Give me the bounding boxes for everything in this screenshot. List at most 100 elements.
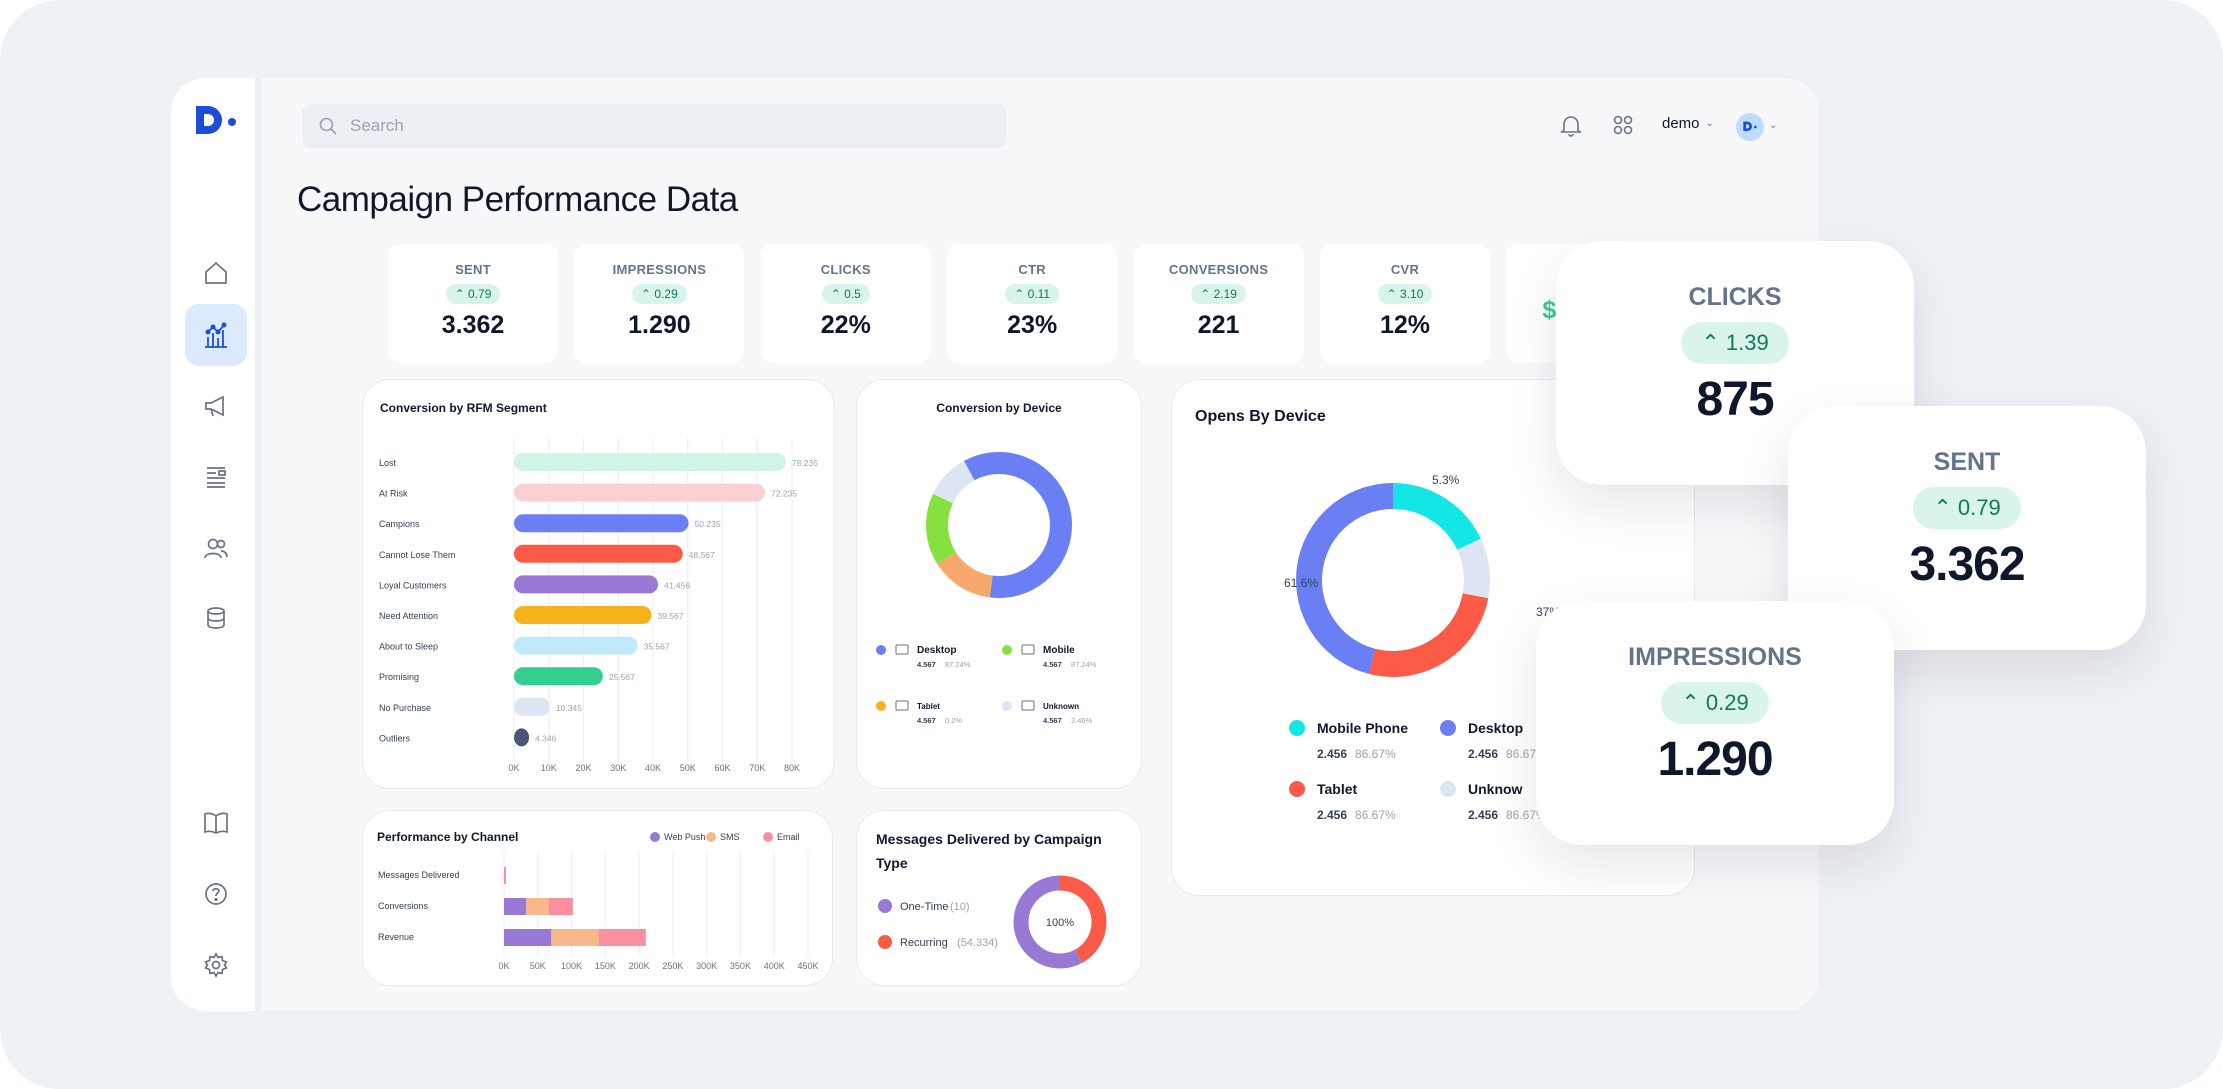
nav-reports[interactable] xyxy=(185,446,247,508)
kpi-change-value: 0.5 xyxy=(844,287,861,301)
kpi-change-badge: ⌃ 0.11 xyxy=(1005,284,1060,304)
search-icon xyxy=(319,117,337,135)
avatar[interactable] xyxy=(1736,113,1764,141)
rfm-row-label: Cannot Lose Them xyxy=(379,550,455,560)
legend-dot xyxy=(1289,720,1305,736)
legend-dot xyxy=(1002,701,1012,711)
rfm-x-tick: 30K xyxy=(610,763,626,773)
channel-bar-segment xyxy=(504,898,527,915)
campaign-type-donut: 100% One-Time (10) Recurring (54.334) xyxy=(878,875,1107,969)
legend-pct: 86.67% xyxy=(1355,747,1396,761)
legend-name: Tablet xyxy=(917,702,940,711)
rfm-bar-value: 48.567 xyxy=(689,550,715,560)
kpi-change-value: 0.29 xyxy=(654,287,678,301)
nav-database[interactable] xyxy=(185,587,247,649)
rfm-bar-value: 10.345 xyxy=(556,703,582,713)
users-icon xyxy=(204,538,228,559)
device-conversion-donut: Desktop 4.567 87.24% Mobile 4.567 87.24% Table… xyxy=(876,452,1097,725)
kpi-value: 1.290 xyxy=(628,311,691,339)
arrow-up-icon: ⌃ xyxy=(1386,287,1401,301)
home-icon xyxy=(205,261,227,284)
channel-stacked-bar-chart: Web Push SMS Email 0K 50K 100K 150K 200K 250K 300… xyxy=(378,832,819,971)
kpi-change-value: 0.79 xyxy=(468,287,492,301)
rfm-bar-value: 50.235 xyxy=(695,519,721,529)
legend-dot xyxy=(1289,781,1305,797)
nav-settings[interactable] xyxy=(185,934,247,996)
float-impressions-change: ⌃ 0.29 xyxy=(1661,682,1769,724)
opens-slice xyxy=(1296,483,1490,677)
database-icon xyxy=(207,607,225,629)
rfm-bar-value: 78.235 xyxy=(792,458,818,468)
legend-dot xyxy=(876,645,886,655)
rfm-bar xyxy=(514,728,530,747)
channel-bar-segment xyxy=(551,929,599,946)
campaign-type-center-label: 100% xyxy=(1046,917,1074,929)
rfm-x-tick: 50K xyxy=(680,763,696,773)
kpi-card: CTR ⌃ 0.11 23% xyxy=(947,244,1118,363)
kpi-label: SENT xyxy=(455,262,491,277)
arrow-up-icon: ⌃ xyxy=(1014,287,1028,301)
channel-row-label: Conversions xyxy=(378,901,429,911)
nav-analytics[interactable] xyxy=(185,304,247,366)
rfm-bar xyxy=(514,544,683,563)
kpi-change-value: 2.19 xyxy=(1213,287,1237,301)
analytics-chart-icon xyxy=(205,322,227,348)
arrow-up-icon: ⌃ xyxy=(830,287,845,301)
legend-label: Web Push xyxy=(664,832,705,842)
kpi-value: 12% xyxy=(1379,311,1431,339)
kpi-label: CONVERSIONS xyxy=(1168,262,1269,277)
legend-count: 4.567 xyxy=(1043,660,1062,669)
channel-bar-segment xyxy=(504,929,552,946)
rfm-bar xyxy=(514,606,652,624)
device-icon xyxy=(895,700,909,711)
legend-name: Tablet xyxy=(1317,781,1358,797)
nav-campaigns[interactable] xyxy=(185,375,247,437)
rfm-bar-value: 4.346 xyxy=(535,733,557,743)
legend-count: 2.456 xyxy=(1317,747,1347,761)
rfm-bar-value: 35.567 xyxy=(644,642,670,652)
avatar-chevron-icon[interactable]: ⌄ xyxy=(1769,120,1778,131)
kpi-change-badge: ⌃ 0.29 xyxy=(632,284,687,304)
rfm-bar-chart: 0K 10K 20K 30K 40K 50K 60K 70K 80K Lost 78.235 At R… xyxy=(379,438,818,773)
search-input[interactable] xyxy=(348,115,972,137)
nav-docs[interactable] xyxy=(185,792,247,854)
legend-pct: 2.46% xyxy=(1071,716,1093,725)
legend-pct: 86.67% xyxy=(1355,808,1396,822)
legend-count: 2.456 xyxy=(1468,747,1498,761)
legend-dot xyxy=(878,935,892,949)
kpi-card: CONVERSIONS ⌃ 2.19 221 xyxy=(1133,244,1304,363)
page-title: Campaign Performance Data xyxy=(297,180,738,219)
nav-home[interactable] xyxy=(185,242,247,304)
kpi-label: CVR xyxy=(1390,262,1420,277)
legend-count: (10) xyxy=(950,901,970,913)
channel-x-tick: 50K xyxy=(530,961,546,971)
bell-icon[interactable] xyxy=(1558,112,1584,138)
channel-x-tick: 200K xyxy=(629,961,650,971)
arrow-up-icon: ⌃ xyxy=(454,287,469,301)
nav-help[interactable] xyxy=(185,863,247,925)
float-sent-change-value: 0.79 xyxy=(1957,495,2001,520)
legend-dot xyxy=(1440,781,1456,797)
legend-name: Recurring xyxy=(900,937,948,949)
nav-audience[interactable] xyxy=(185,517,247,579)
channel-x-tick: 150K xyxy=(595,961,616,971)
user-menu[interactable]: demo ⌄ xyxy=(1662,115,1714,132)
device-icon xyxy=(895,644,909,655)
opens-label-top: 5.3% xyxy=(1432,473,1460,487)
kpi-change-value: 0.11 xyxy=(1027,287,1051,301)
device-conversion-slice xyxy=(926,452,1072,598)
legend-count: 4.567 xyxy=(917,716,936,725)
campaign-type-card: Messages Delivered by Campaign Type 100%… xyxy=(856,810,1142,986)
search-bar[interactable] xyxy=(302,104,1006,148)
legend-name: Desktop xyxy=(1468,720,1523,736)
channel-x-tick: 400K xyxy=(764,961,785,971)
channel-x-tick: 350K xyxy=(730,961,751,971)
rfm-title: Conversion by RFM Segment xyxy=(380,401,547,415)
arrow-up-icon: ⌃ xyxy=(1701,330,1726,355)
apps-grid-icon[interactable] xyxy=(1610,112,1636,138)
channel-bar-segment xyxy=(548,898,573,915)
kpi-card: IMPRESSIONS ⌃ 0.29 1.290 xyxy=(574,244,745,363)
channel-x-tick: 300K xyxy=(696,961,717,971)
rfm-bar xyxy=(514,483,766,502)
